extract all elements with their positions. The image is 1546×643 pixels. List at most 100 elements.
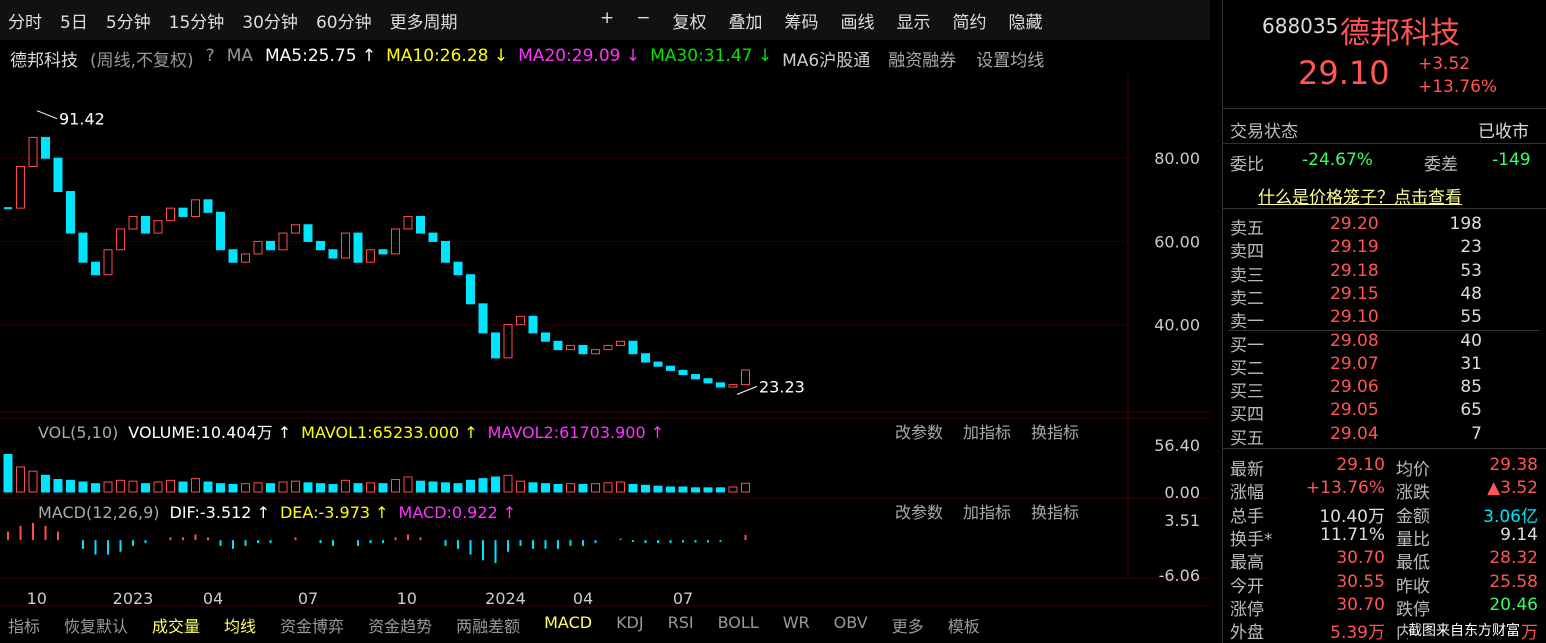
stat-label: 涨停 xyxy=(1230,599,1264,620)
tool-button[interactable]: − xyxy=(636,8,651,28)
indicator-tab[interactable]: RSI xyxy=(667,613,694,632)
ma-value: MA10:26.28 ↓ xyxy=(386,46,509,66)
candle xyxy=(441,240,450,263)
panel-button[interactable]: 换指标 xyxy=(1031,503,1079,522)
tool-button[interactable]: 简约 xyxy=(952,13,987,33)
price-cage-link[interactable]: 什么是价格笼子？点击查看 xyxy=(1258,188,1462,208)
indicator-tab[interactable]: 更多 xyxy=(891,617,924,636)
legend-link[interactable]: 融资融券 xyxy=(888,51,957,71)
bar xyxy=(153,481,163,493)
bar xyxy=(66,479,75,493)
wc: -149 xyxy=(1492,150,1531,170)
book-price: 29.07 xyxy=(1330,353,1379,374)
indicator-tab[interactable]: 模板 xyxy=(947,617,980,636)
stat-value: 10.40万 xyxy=(1319,506,1385,527)
book-side: 卖三 xyxy=(1230,265,1264,286)
candle xyxy=(503,324,513,359)
separator xyxy=(1228,330,1540,331)
indicator-tab[interactable]: BOLL xyxy=(717,613,759,632)
y-tick-label: 80.00 xyxy=(1154,149,1200,168)
stock-name: 德邦科技 xyxy=(1340,16,1460,51)
stat-value: 3.06亿 xyxy=(1483,506,1538,527)
bar xyxy=(178,481,188,493)
bar xyxy=(91,483,100,493)
period-tab[interactable]: 15分钟 xyxy=(168,13,225,33)
book-qty: 198 xyxy=(1449,214,1482,234)
y-tick-label: 56.40 xyxy=(1154,436,1200,455)
stat-label: 涨跌 xyxy=(1396,483,1430,504)
period-tab[interactable]: 5日 xyxy=(60,13,88,33)
indicator-tab[interactable]: MACD xyxy=(544,613,593,632)
x-tick-label: 04 xyxy=(573,589,593,608)
candle xyxy=(478,303,488,334)
ma-value: MA5:25.75 ↑ xyxy=(265,46,377,66)
panel-button[interactable]: 加指标 xyxy=(963,423,1011,442)
panel-button[interactable]: 改参数 xyxy=(895,503,943,522)
separator xyxy=(1222,448,1546,449)
candle xyxy=(53,157,63,192)
panel-button[interactable]: 改参数 xyxy=(895,423,943,442)
indicator-tab[interactable]: 成交量 xyxy=(152,617,201,636)
book-side: 买一 xyxy=(1230,335,1264,356)
tool-button[interactable]: + xyxy=(600,8,615,28)
tool-button[interactable]: 隐藏 xyxy=(1008,13,1043,33)
bar xyxy=(41,474,50,493)
period-tab[interactable]: 30分钟 xyxy=(242,13,298,33)
indicator-tab[interactable]: 恢复默认 xyxy=(64,617,129,636)
period-tab[interactable]: 5分钟 xyxy=(105,13,151,33)
indicator-tab[interactable]: 指标 xyxy=(8,617,41,636)
x-tick-label: 2024 xyxy=(485,589,526,608)
indicator-tab[interactable]: 资金博弈 xyxy=(280,617,345,636)
stock-name: 德邦科技 xyxy=(10,51,78,71)
book-side: 买五 xyxy=(1230,428,1264,449)
bar xyxy=(166,479,175,493)
stat-label: 涨幅 xyxy=(1230,483,1264,504)
bar xyxy=(303,482,313,493)
stat-label: 最高 xyxy=(1230,553,1264,574)
book-qty: 7 xyxy=(1471,423,1482,444)
candle xyxy=(653,361,663,367)
indicator-tab[interactable]: OBV xyxy=(833,613,868,632)
stat-label: 均价 xyxy=(1396,460,1430,480)
indicator-tab[interactable]: WR xyxy=(782,613,810,632)
indicator-tab[interactable]: KDJ xyxy=(616,613,644,632)
tool-button[interactable]: 画线 xyxy=(840,13,875,33)
panel-button[interactable]: 加指标 xyxy=(963,503,1011,522)
period-tab[interactable]: 60分钟 xyxy=(315,13,372,33)
candle xyxy=(378,249,388,255)
watermark: 截图来自东方财富 xyxy=(1408,620,1520,640)
bar xyxy=(416,480,425,493)
candle xyxy=(666,365,675,371)
period-tab[interactable]: 更多周期 xyxy=(389,13,458,33)
tool-button[interactable]: 显示 xyxy=(896,13,931,33)
stat-label: 换手* xyxy=(1230,529,1273,550)
candle xyxy=(216,211,225,251)
indicator-tab[interactable]: 两融差额 xyxy=(456,617,521,636)
bar xyxy=(378,483,388,493)
bar xyxy=(28,470,38,493)
stat-value: 30.70 xyxy=(1336,594,1385,615)
candle xyxy=(153,220,163,234)
legend-link[interactable]: 设置均线 xyxy=(976,51,1045,71)
bar xyxy=(116,479,125,493)
y-tick-label: 40.00 xyxy=(1154,316,1200,335)
candle xyxy=(603,344,613,351)
candle xyxy=(328,249,338,259)
indicator-tab[interactable]: 均线 xyxy=(224,617,257,636)
candle xyxy=(628,340,638,355)
book-price: 29.15 xyxy=(1330,283,1379,304)
candle xyxy=(191,199,200,217)
period-tab[interactable]: 分时 xyxy=(8,13,42,33)
candle xyxy=(28,136,38,168)
candle xyxy=(291,224,300,234)
indicator-tab[interactable]: 资金趋势 xyxy=(368,617,433,636)
book-price: 29.04 xyxy=(1330,423,1379,444)
tool-button[interactable]: 筹码 xyxy=(784,13,819,33)
panel-button[interactable]: 换指标 xyxy=(1031,423,1079,442)
tool-button[interactable]: 复权 xyxy=(672,13,707,33)
tool-button[interactable]: 叠加 xyxy=(728,13,763,33)
bar xyxy=(391,479,400,493)
bar xyxy=(53,479,63,493)
bar xyxy=(691,487,700,493)
